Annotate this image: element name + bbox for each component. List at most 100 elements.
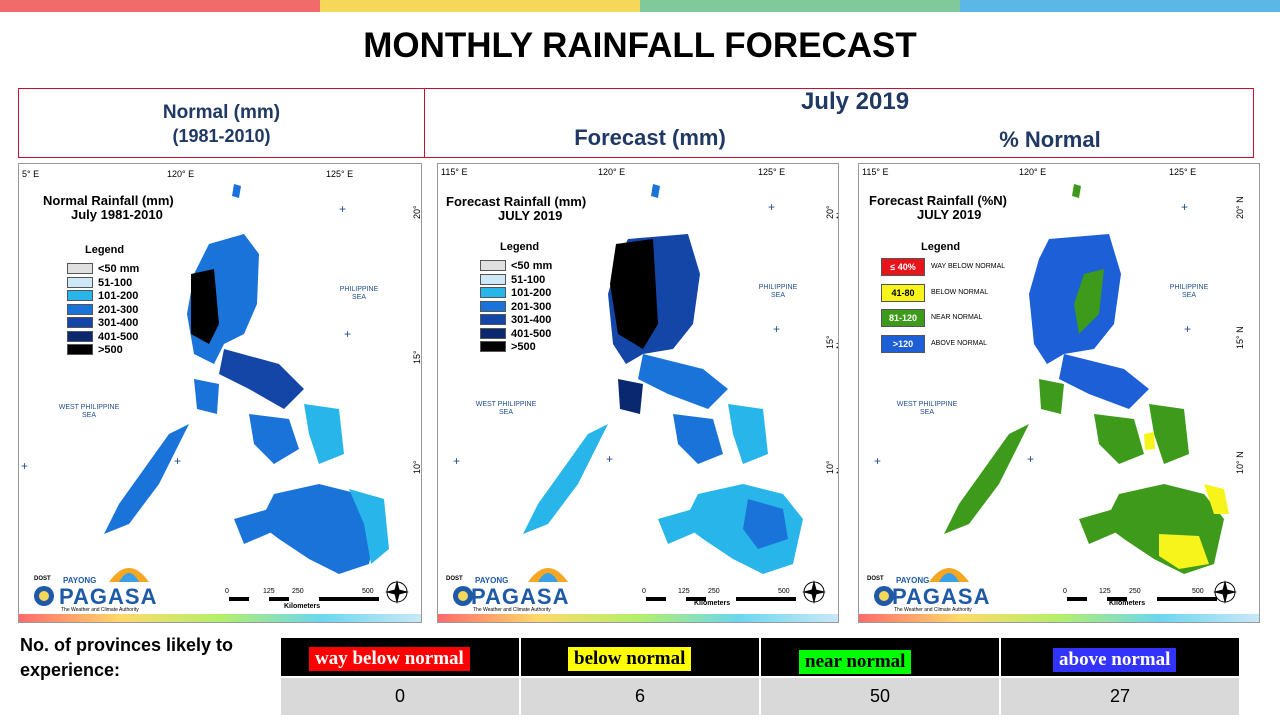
mindanao-shape (259, 484, 379, 574)
legend-item: <50 mm (67, 263, 139, 275)
normal-map-title: Normal Rainfall (mm) July 1981-2010 (43, 194, 174, 222)
percent-logo-pagasa: PAGASA (892, 584, 991, 609)
legend-item: 51-100 (480, 273, 546, 286)
forecast-lon-label-125: 125° E (758, 167, 786, 177)
percent-philippine-sea-label: PHILIPPINE SEA (1159, 284, 1219, 300)
category-count: 6 (521, 678, 759, 715)
forecast-lon-label-115: 115° E (441, 167, 468, 177)
visayas-shape-2 (728, 404, 768, 464)
percent-lon-label-125: 125° E (1169, 167, 1197, 177)
philippine-sea-line1: PHILIPPINE (758, 284, 798, 291)
forecast-west-sea-label: WEST PHILIPPINE SEA (466, 401, 546, 417)
forecast-island-shapes (523, 184, 803, 574)
luzon-south-shape (638, 354, 728, 409)
legend-item: >120 ABOVE NORMAL (881, 334, 987, 353)
legend-item: >500 (480, 341, 536, 353)
normal-grid-plus: + (174, 454, 182, 468)
normal-rainbow-bar (19, 614, 421, 622)
batanes-shape (651, 184, 660, 198)
legend-label: NEAR NORMAL (931, 314, 983, 321)
percent-lon-label-115: 115° E (862, 167, 889, 177)
legend-label: 51-100 (511, 273, 546, 286)
legend-swatch (480, 314, 506, 325)
forecast-header: Forecast (mm) (574, 125, 726, 150)
normal-island-shapes (104, 184, 389, 574)
percent-logo-icon (874, 568, 969, 606)
percent-grid-plus: + (1184, 322, 1192, 336)
normal-grid-plus: + (344, 327, 352, 341)
legend-item: ≤ 40% WAY BELOW NORMAL (881, 258, 1005, 276)
normal-map-title-line2: July 1981-2010 (71, 207, 163, 222)
normal-scale-bar (229, 597, 379, 601)
mindanao-center-shape (743, 499, 788, 549)
mindoro-shape (194, 379, 219, 414)
legend-label: 401-500 (98, 330, 139, 343)
legend-label: >500 (98, 344, 123, 356)
visayas-shape-2 (304, 404, 344, 464)
forecast-philippine-sea-label: PHILIPPINE SEA (748, 284, 808, 300)
legend-item: 401-500 (480, 327, 551, 340)
percent-map-title-line1: Forecast Rainfall (%N) (869, 193, 1007, 208)
luzon-east-near-shape (1074, 269, 1104, 334)
normal-legend-title: Legend (85, 244, 125, 256)
normal-west-sea-label: WEST PHILIPPINE SEA (49, 404, 129, 420)
scale-tick: 125 (263, 588, 275, 595)
normal-logo-payong: PAYONG (63, 576, 97, 585)
legend-label: 101-200 (98, 290, 139, 302)
forecast-map-title-line2: JULY 2019 (498, 208, 563, 223)
forecast-scale-unit: Kilometers (694, 600, 731, 607)
legend-swatch: 41-80 (881, 283, 925, 302)
philippine-sea-line2: SEA (1181, 292, 1196, 299)
category-label: below normal (568, 647, 692, 671)
normal-grid-plus: + (339, 202, 347, 216)
batanes-shape (232, 184, 241, 198)
legend-label: >500 (511, 341, 536, 353)
normal-scale-unit: Kilometers (284, 603, 321, 610)
percent-logo-dost: DOST (867, 576, 884, 582)
legend-swatch (67, 330, 93, 342)
legend-label: 301-400 (511, 314, 552, 326)
percent-header: % Normal (999, 127, 1101, 152)
provinces-caption: No. of provinces likely to experience: (20, 635, 234, 680)
forecast-map-title-line1: Forecast Rainfall (mm) (446, 194, 587, 209)
scale-tick: 250 (292, 588, 304, 595)
forecast-logo-payong: PAYONG (475, 576, 509, 585)
normal-philippine-sea-label: PHILIPPINE SEA (329, 286, 389, 302)
luzon-west-shape (610, 239, 658, 349)
legend-item: <50 mm (480, 260, 552, 272)
forecast-grid-plus: + (453, 454, 461, 468)
legend-label: WAY BELOW NORMAL (931, 263, 1006, 270)
scale-tick: 125 (1099, 588, 1111, 595)
forecast-logo-icon (453, 568, 568, 606)
legend-swatch (480, 327, 506, 339)
stripe-blue (960, 0, 1280, 12)
stripe-red (0, 0, 320, 12)
legend-item: 301-400 (480, 314, 551, 326)
forecast-lon-label-120: 120° E (598, 167, 626, 177)
scale-tick: 250 (1129, 588, 1141, 595)
legend-swatch (480, 300, 506, 312)
category-label: near normal (799, 650, 912, 674)
percent-map-svg (874, 184, 1237, 606)
percent-map-title: Forecast Rainfall (%N) JULY 2019 (869, 194, 1007, 222)
forecast-lat-label-15: 15° N (825, 335, 838, 349)
normal-compass-icon (385, 580, 409, 604)
normal-map-title-line1: Normal Rainfall (mm) (43, 193, 174, 208)
percent-grid-plus: + (1181, 200, 1189, 214)
scale-tick: 500 (362, 588, 374, 595)
legend-label: 51-100 (98, 276, 133, 289)
luzon-south-shape (219, 349, 304, 409)
legend-swatch (480, 341, 506, 352)
legend-item: 101-200 (67, 290, 138, 302)
category-count: 0 (281, 678, 519, 715)
legend-item: >500 (67, 344, 123, 356)
mindanao-east-shape (349, 489, 389, 564)
normal-map-panel: 5° E 120° E 125° E 20° N 15° N 10° N Nor… (18, 163, 422, 623)
visayas-shape-1 (673, 414, 723, 464)
forecast-header-frame (424, 88, 1254, 158)
percent-logo-payong: PAYONG (896, 576, 930, 585)
legend-item: 401-500 (67, 330, 139, 343)
forecast-logo-dost: DOST (446, 576, 463, 582)
forecast-grid-plus: + (768, 200, 776, 214)
legend-item: 201-300 (67, 303, 138, 316)
